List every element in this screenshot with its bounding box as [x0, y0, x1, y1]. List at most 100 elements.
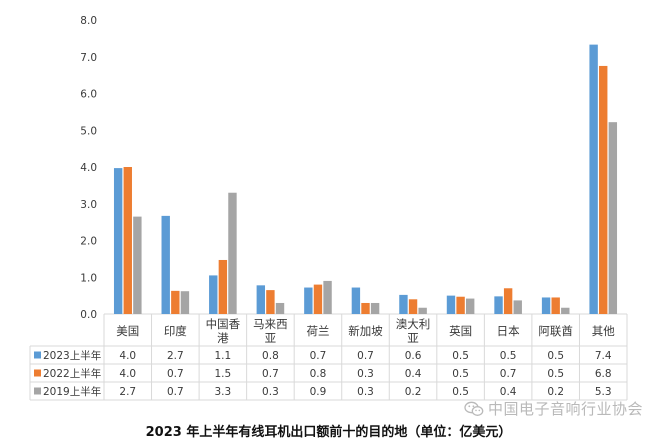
x-tick-label: 马来西: [253, 317, 288, 331]
x-tick-label: 印度: [164, 324, 187, 338]
data-label: 0.5: [500, 350, 517, 362]
bar: [361, 302, 370, 314]
y-tick-label: 7.0: [80, 52, 97, 64]
data-label: 0.8: [310, 368, 327, 380]
data-label: 2.7: [119, 386, 136, 398]
data-label: 0.5: [452, 386, 469, 398]
bar: [161, 215, 170, 314]
bar: [323, 280, 332, 314]
x-tick-label: 亚: [407, 331, 419, 345]
legend-key: [34, 369, 41, 377]
data-label: 0.5: [452, 350, 469, 362]
data-label: 0.7: [310, 350, 327, 362]
legend-label: 2023上半年: [43, 349, 101, 362]
data-label: 0.4: [500, 386, 517, 398]
y-tick-label: 8.0: [80, 15, 97, 27]
data-label: 0.7: [167, 386, 184, 398]
bar: [370, 302, 380, 314]
bar: [465, 298, 475, 314]
bar: [608, 122, 618, 314]
x-tick-label: 英国: [449, 324, 472, 338]
bar: [418, 307, 427, 314]
wechat-icon: [464, 401, 484, 416]
bar: [256, 285, 266, 314]
data-label: 0.2: [547, 386, 564, 398]
watermark: 中国电子音响行业协会: [464, 398, 643, 419]
bar: [209, 275, 218, 314]
bar: [551, 297, 560, 314]
y-tick-label: 5.0: [80, 125, 97, 137]
bar: [494, 296, 503, 314]
data-label: 0.7: [167, 368, 184, 380]
x-tick-label: 新加坡: [348, 324, 383, 338]
x-tick-label: 港: [217, 331, 229, 345]
bar: [503, 288, 513, 314]
legend-key: [34, 351, 41, 359]
data-label: 4.0: [119, 368, 136, 380]
data-label: 6.8: [595, 368, 612, 380]
bar: [266, 290, 275, 314]
bar: [541, 297, 551, 314]
bar: [513, 300, 522, 314]
y-tick-label: 6.0: [80, 89, 97, 101]
data-label: 0.5: [452, 368, 469, 380]
data-label: 0.3: [262, 386, 279, 398]
data-label: 0.8: [262, 350, 279, 362]
data-label: 1.1: [215, 350, 232, 362]
data-label: 3.3: [215, 386, 232, 398]
data-label: 1.5: [215, 368, 232, 380]
y-tick-label: 1.0: [80, 272, 97, 284]
data-label: 0.7: [500, 368, 517, 380]
bar: [561, 307, 570, 314]
bar: [180, 291, 190, 314]
data-label: 5.3: [595, 386, 612, 398]
bar: [123, 167, 132, 314]
data-label: 0.4: [405, 368, 422, 380]
y-tick-label: 0.0: [80, 309, 97, 321]
bar: [113, 168, 123, 314]
bar: [313, 284, 323, 314]
legend-label: 2022上半年: [43, 367, 101, 380]
bar: [589, 44, 598, 315]
x-tick-label: 阿联酋: [538, 324, 573, 338]
data-label: 0.7: [262, 368, 279, 380]
bar: [228, 192, 237, 314]
data-label: 0.5: [547, 368, 564, 380]
bar: [456, 296, 465, 314]
bar: [171, 290, 180, 314]
data-label: 0.7: [357, 350, 374, 362]
bar: [304, 287, 313, 314]
data-label: 0.2: [405, 386, 422, 398]
x-tick-label: 亚: [265, 331, 277, 345]
bar: [351, 287, 361, 314]
x-tick-label: 澳大利: [396, 317, 431, 331]
bar: [399, 294, 408, 314]
x-tick-label: 日本: [497, 324, 520, 338]
legend-key: [34, 387, 41, 395]
bar: [218, 259, 228, 314]
y-tick-label: 2.0: [80, 236, 97, 248]
x-tick-label: 荷兰: [306, 324, 329, 338]
x-tick-label: 中国香: [206, 317, 241, 331]
chart-title: 2023 年上半年有线耳机出口额前十的目的地（单位：亿美元）: [145, 425, 512, 440]
x-tick-label: 美国: [116, 324, 139, 338]
y-tick-label: 4.0: [80, 162, 97, 174]
watermark-text: 中国电子音响行业协会: [487, 400, 643, 418]
bar: [275, 302, 285, 314]
data-label: 0.6: [405, 350, 422, 362]
data-label: 7.4: [595, 350, 612, 362]
data-label: 0.3: [357, 386, 374, 398]
data-label: 4.0: [119, 350, 136, 362]
y-tick-label: 3.0: [80, 199, 97, 211]
bar: [408, 299, 418, 314]
legend-label: 2019上半年: [43, 385, 101, 398]
x-tick-label: 其他: [592, 324, 615, 338]
data-label: 0.9: [310, 386, 327, 398]
bar: [133, 216, 142, 314]
data-label: 0.5: [547, 350, 564, 362]
bar: [446, 295, 456, 314]
bar: [599, 65, 608, 314]
data-label: 0.3: [357, 368, 374, 380]
